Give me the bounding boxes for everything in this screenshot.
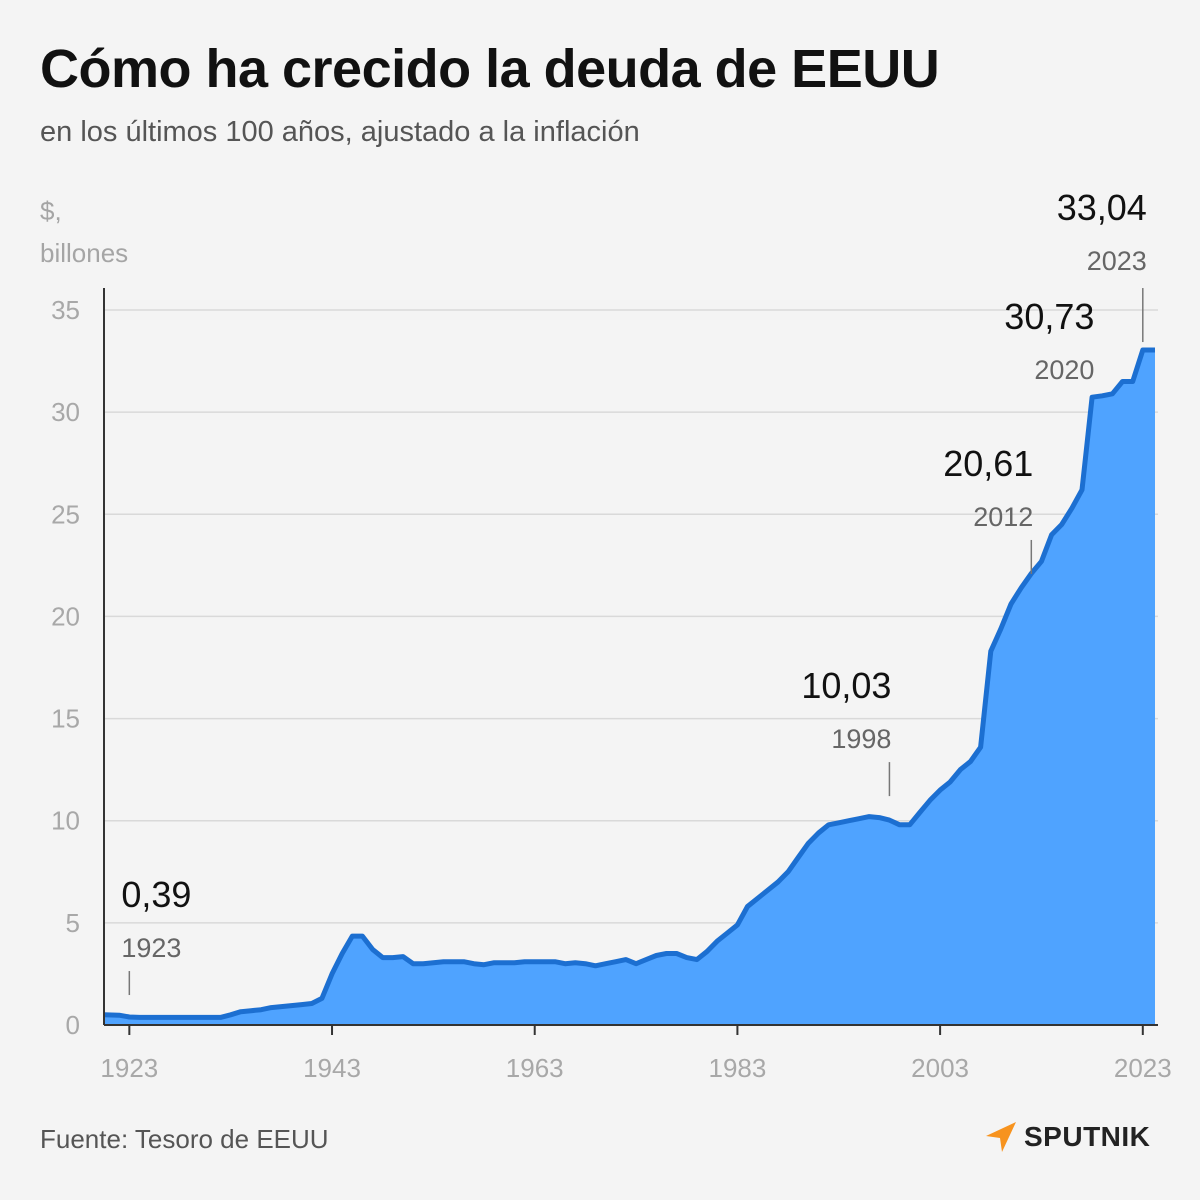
annotation-value-2023: 33,04	[1057, 187, 1147, 228]
x-tick-label-1963: 1963	[506, 1053, 564, 1083]
x-axis-ticks: 1923 1943 1963 1983 2003 2023	[100, 1025, 1172, 1083]
sputnik-brand-name: SPUTNIK	[1024, 1121, 1151, 1152]
debt-area-fill	[104, 350, 1155, 1025]
y-tick-label-10: 10	[51, 806, 80, 836]
annotation-year-2023: 2023	[1087, 246, 1147, 276]
annotation-value-2020: 30,73	[1004, 296, 1094, 337]
annotation-year-1998: 1998	[831, 724, 891, 754]
annotation-year-2020: 2020	[1034, 355, 1094, 385]
y-axis-ticks: 0 5 10 15 20 25 30 35	[51, 295, 80, 1040]
x-tick-label-1983: 1983	[708, 1053, 766, 1083]
y-tick-label-5: 5	[66, 908, 80, 938]
y-tick-label-30: 30	[51, 397, 80, 427]
debt-line	[103, 347, 1155, 1020]
x-tick-label-1923: 1923	[100, 1053, 158, 1083]
y-tick-label-35: 35	[51, 295, 80, 325]
sputnik-brand: SPUTNIK	[984, 1120, 1150, 1154]
source-note: Fuente: Tesoro de EEUU	[40, 1124, 329, 1154]
annotations: 1923 0,39 1998 10,03 2012 20,61 2020 30,73 2023 3…	[121, 187, 1147, 996]
y-tick-label-25: 25	[51, 499, 80, 529]
y-tick-label-20: 20	[51, 601, 80, 631]
x-tick-label-1943: 1943	[303, 1053, 361, 1083]
y-axis-unit-label: $, billones	[40, 190, 128, 274]
sputnik-arrow-logo-icon	[986, 1122, 1016, 1152]
annotation-value-2012: 20,61	[943, 443, 1033, 484]
chart-title: Cómo ha crecido la deuda de EEUU	[40, 39, 940, 99]
annotation-value-1998: 10,03	[801, 665, 891, 706]
axes	[103, 288, 1158, 1026]
annotation-year-1923: 1923	[121, 933, 181, 963]
annotation-year-2012: 2012	[973, 502, 1033, 532]
y-axis-unit-line-1: $,	[40, 196, 62, 226]
annotation-value-1923: 0,39	[121, 874, 191, 915]
y-tick-label-15: 15	[51, 704, 80, 734]
x-tick-label-2003: 2003	[911, 1053, 969, 1083]
y-tick-label-0: 0	[66, 1010, 80, 1040]
chart-subtitle: en los últimos 100 años, ajustado a la i…	[40, 116, 640, 148]
x-tick-label-2023: 2023	[1114, 1053, 1172, 1083]
y-axis-unit-line-2: billones	[40, 238, 129, 268]
